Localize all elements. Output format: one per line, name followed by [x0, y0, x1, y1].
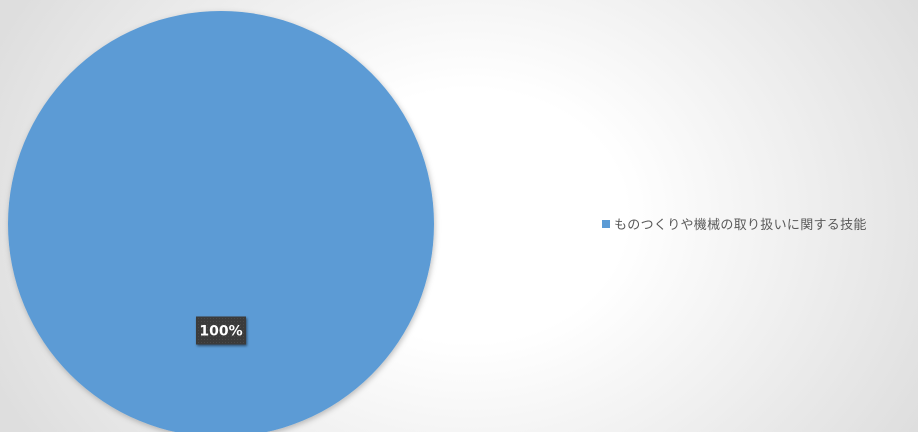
pie-slices: [8, 11, 434, 432]
data-label-text: 100%: [199, 324, 242, 340]
pie-slice: [8, 11, 434, 432]
data-label-box: [196, 316, 246, 345]
data-labels: 100%: [196, 316, 246, 345]
legend-swatch: [602, 219, 610, 228]
data-label: 100%: [196, 316, 246, 345]
legend-label: ものつくりや機械の取り扱いに関する技能: [614, 218, 867, 233]
legend: ものつくりや機械の取り扱いに関する技能: [602, 214, 867, 233]
